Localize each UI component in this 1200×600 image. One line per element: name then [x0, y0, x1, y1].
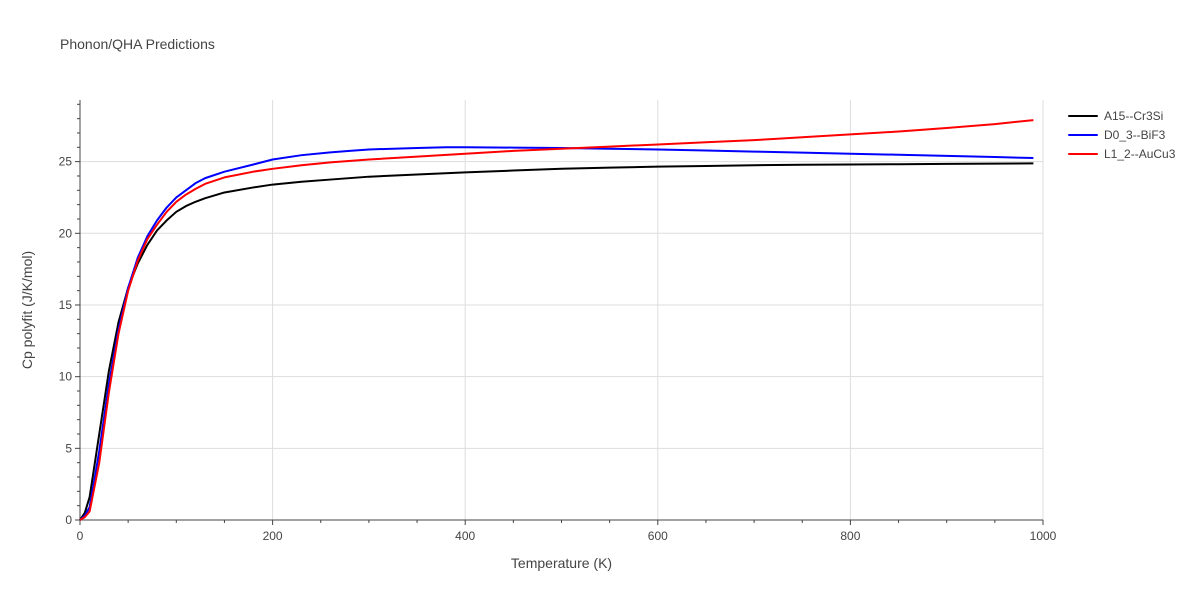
y-tick-label: 20	[59, 226, 73, 240]
x-axis-title: Temperature (K)	[511, 555, 612, 571]
legend-label: L1_2--AuCu3	[1104, 146, 1176, 161]
legend-swatch	[1068, 114, 1098, 117]
legend-label: D0_3--BiF3	[1104, 127, 1166, 142]
legend-swatch	[1068, 133, 1098, 136]
y-tick-label: 5	[65, 441, 72, 455]
x-tick-label: 1000	[1030, 529, 1057, 543]
x-tick-label: 800	[840, 529, 860, 543]
y-tick-label: 15	[59, 298, 73, 312]
x-tick-label: 0	[77, 529, 84, 543]
y-axis-title: Cp polyfit (J/K/mol)	[19, 251, 35, 369]
series-line	[79, 119, 1034, 521]
x-tick-label: 200	[263, 529, 283, 543]
chart-title: Phonon/QHA Predictions	[60, 36, 215, 52]
legend-label: A15--Cr3Si	[1104, 108, 1164, 123]
x-tick-label: 400	[455, 529, 475, 543]
x-tick-label: 600	[648, 529, 668, 543]
series-line	[79, 162, 1034, 521]
legend-item[interactable]: L1_2--AuCu3	[1068, 144, 1175, 163]
y-tick-label: 10	[59, 370, 73, 384]
legend-swatch	[1068, 152, 1098, 155]
legend-item[interactable]: D0_3--BiF3	[1068, 125, 1175, 144]
y-tick-label: 25	[59, 155, 73, 169]
y-tick-label: 0	[65, 513, 72, 527]
legend-item[interactable]: A15--Cr3Si	[1068, 106, 1175, 125]
legend[interactable]: A15--Cr3Si D0_3--BiF3 L1_2--AuCu3	[1068, 106, 1175, 163]
series-line	[79, 146, 1034, 521]
